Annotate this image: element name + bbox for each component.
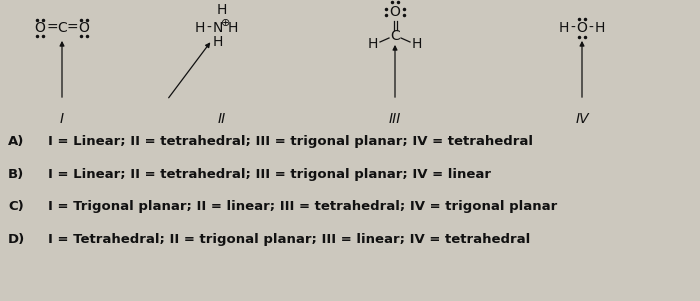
Text: III: III: [389, 112, 401, 126]
Text: H: H: [368, 37, 378, 51]
Text: =: =: [46, 21, 58, 35]
Text: A): A): [8, 135, 25, 148]
Text: H: H: [217, 3, 228, 17]
Text: =: =: [66, 21, 78, 35]
Text: I = Linear; II = tetrahedral; III = trigonal planar; IV = linear: I = Linear; II = tetrahedral; III = trig…: [48, 168, 491, 181]
Text: O: O: [390, 5, 400, 19]
Text: -: -: [206, 21, 211, 35]
Text: B): B): [8, 168, 25, 181]
Text: N: N: [213, 21, 223, 35]
Text: I = Trigonal planar; II = linear; III = tetrahedral; IV = trigonal planar: I = Trigonal planar; II = linear; III = …: [48, 200, 557, 213]
Text: H: H: [195, 21, 205, 35]
Text: H: H: [228, 21, 238, 35]
Text: I: I: [60, 112, 64, 126]
Text: C: C: [57, 21, 67, 35]
Text: O: O: [577, 21, 587, 35]
Text: O: O: [34, 21, 46, 35]
Text: C: C: [390, 29, 400, 43]
Text: II: II: [218, 112, 226, 126]
Text: O: O: [78, 21, 90, 35]
Text: H: H: [213, 35, 223, 49]
Text: I = Tetrahedral; II = trigonal planar; III = linear; IV = tetrahedral: I = Tetrahedral; II = trigonal planar; I…: [48, 233, 531, 246]
Text: D): D): [8, 233, 25, 246]
Text: -: -: [570, 21, 575, 35]
Text: -: -: [589, 21, 594, 35]
Text: H: H: [559, 21, 569, 35]
Text: H: H: [595, 21, 606, 35]
Text: ⊕: ⊕: [221, 18, 231, 28]
Text: H: H: [412, 37, 422, 51]
Text: I = Linear; II = tetrahedral; III = trigonal planar; IV = tetrahedral: I = Linear; II = tetrahedral; III = trig…: [48, 135, 533, 148]
Text: IV: IV: [575, 112, 589, 126]
Text: C): C): [8, 200, 24, 213]
